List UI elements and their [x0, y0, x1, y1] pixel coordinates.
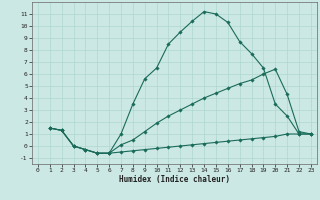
X-axis label: Humidex (Indice chaleur): Humidex (Indice chaleur): [119, 175, 230, 184]
